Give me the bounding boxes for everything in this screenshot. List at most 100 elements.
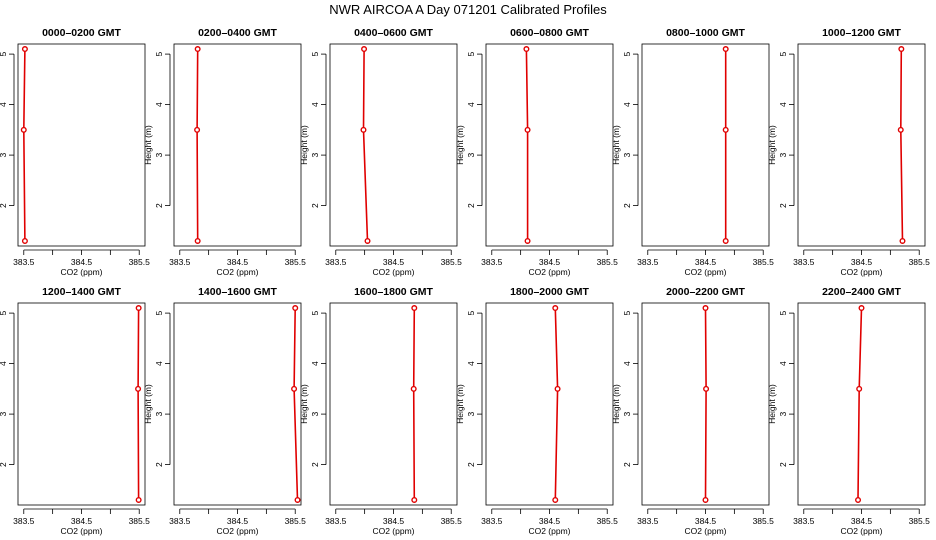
- y-axis-label: Height (m): [455, 125, 465, 165]
- y-tick-label: 5: [622, 310, 632, 315]
- y-axis-label: Height (m): [143, 125, 153, 165]
- data-point: [524, 237, 531, 244]
- x-tick-label: 384.5: [71, 257, 93, 267]
- data-point: [292, 305, 299, 312]
- data-point: [899, 237, 906, 244]
- data-point: [897, 126, 904, 133]
- data-point: [523, 46, 530, 53]
- panel-title: 1400–1600 GMT: [198, 286, 277, 298]
- panel-title: 0400–0600 GMT: [354, 27, 433, 39]
- x-tick-label: 385.5: [441, 257, 463, 267]
- y-axis-label: Height (m): [767, 384, 777, 424]
- data-point: [135, 496, 142, 503]
- panel-title: 0000–0200 GMT: [42, 27, 121, 39]
- profile-panel: 0400–0600 GMT 383.5 384.5 385.5 CO2 (ppm) 2 3 4…: [299, 27, 462, 277]
- x-tick-label: 385.5: [285, 516, 307, 526]
- profile-panel: 0000–0200 GMT 383.5 384.5 385.5 CO2 (ppm) 2 3 4…: [0, 27, 150, 277]
- profile-line: [899, 49, 904, 241]
- data-point: [194, 46, 201, 53]
- x-tick-label: 383.5: [637, 516, 659, 526]
- x-tick-label: 383.5: [13, 257, 35, 267]
- y-tick-label: 3: [778, 152, 788, 157]
- y-tick-label: 2: [0, 203, 8, 208]
- y-tick-label: 3: [154, 152, 164, 157]
- profile-panel: 1800–2000 GMT 383.5 384.5 385.5 CO2 (ppm) 2 3 4…: [455, 286, 618, 536]
- x-tick-label: 384.5: [539, 257, 561, 267]
- y-tick-label: 4: [0, 361, 8, 366]
- panel-title: 0200–0400 GMT: [198, 27, 277, 39]
- data-point: [702, 496, 709, 503]
- x-tick-label: 384.5: [851, 516, 873, 526]
- data-point: [410, 385, 417, 392]
- y-tick-label: 4: [0, 102, 8, 107]
- y-tick-label: 2: [310, 462, 320, 467]
- y-tick-label: 4: [622, 361, 632, 366]
- y-axis-label: Height (m): [143, 384, 153, 424]
- profile-line: [196, 49, 199, 241]
- x-tick-label: 384.5: [695, 516, 717, 526]
- x-tick-label: 384.5: [383, 516, 405, 526]
- data-point: [294, 496, 301, 503]
- profile-panel: 1600–1800 GMT 383.5 384.5 385.5 CO2 (ppm) 2 3 4…: [299, 286, 462, 536]
- plot-frame: [641, 43, 770, 247]
- x-tick-label: 385.5: [753, 516, 775, 526]
- x-axis-label: CO2 (ppm): [372, 526, 414, 536]
- y-tick-label: 5: [778, 310, 788, 315]
- data-point: [722, 46, 729, 53]
- y-tick-label: 2: [466, 203, 476, 208]
- y-tick-label: 3: [0, 411, 8, 416]
- y-tick-label: 4: [778, 102, 788, 107]
- plot-frame: [17, 302, 146, 506]
- x-axis-label: CO2 (ppm): [216, 526, 258, 536]
- y-tick-label: 5: [622, 51, 632, 56]
- profile-panel: 0800–1000 GMT 383.5 384.5 385.5 CO2 (ppm) 2 3 4…: [611, 27, 774, 277]
- profile-line: [362, 49, 369, 241]
- y-tick-label: 3: [622, 152, 632, 157]
- data-point: [194, 126, 201, 133]
- y-axis-label: Height (m): [767, 125, 777, 165]
- plot-frame: [641, 302, 770, 506]
- data-point: [411, 305, 418, 312]
- profile-line: [137, 308, 140, 500]
- y-tick-label: 2: [154, 203, 164, 208]
- x-tick-label: 385.5: [441, 516, 463, 526]
- x-axis-label: CO2 (ppm): [684, 526, 726, 536]
- x-tick-label: 385.5: [909, 257, 931, 267]
- x-tick-label: 384.5: [383, 257, 405, 267]
- data-point: [898, 46, 905, 53]
- x-tick-label: 383.5: [169, 516, 191, 526]
- y-tick-label: 2: [0, 462, 8, 467]
- y-axis-label: Height (m): [455, 384, 465, 424]
- data-point: [20, 126, 27, 133]
- data-point: [21, 46, 28, 53]
- data-point: [194, 237, 201, 244]
- y-tick-label: 2: [466, 462, 476, 467]
- x-tick-label: 384.5: [695, 257, 717, 267]
- data-point: [703, 385, 710, 392]
- data-point: [702, 305, 709, 312]
- profile-panel: 0600–0800 GMT 383.5 384.5 385.5 CO2 (ppm) 2 3 4…: [455, 27, 618, 277]
- y-tick-label: 2: [622, 462, 632, 467]
- profile-line: [704, 308, 707, 500]
- x-tick-label: 385.5: [597, 516, 619, 526]
- y-tick-label: 3: [0, 152, 8, 157]
- y-tick-label: 2: [310, 203, 320, 208]
- y-axis-label: Height (m): [299, 125, 309, 165]
- profile-panel: 1000–1200 GMT 383.5 384.5 385.5 CO2 (ppm) 2 3 4…: [767, 27, 930, 277]
- x-tick-label: 383.5: [325, 516, 347, 526]
- panel-title: 1600–1800 GMT: [354, 286, 433, 298]
- plot-frame: [17, 43, 146, 247]
- x-tick-label: 383.5: [13, 516, 35, 526]
- x-axis-label: CO2 (ppm): [840, 526, 882, 536]
- y-tick-label: 4: [154, 102, 164, 107]
- profile-line: [525, 49, 529, 241]
- x-tick-label: 384.5: [851, 257, 873, 267]
- data-point: [524, 126, 531, 133]
- x-tick-label: 383.5: [793, 257, 815, 267]
- plot-frame: [329, 43, 458, 247]
- x-tick-label: 385.5: [129, 257, 151, 267]
- y-tick-label: 3: [310, 152, 320, 157]
- x-axis-label: CO2 (ppm): [372, 267, 414, 277]
